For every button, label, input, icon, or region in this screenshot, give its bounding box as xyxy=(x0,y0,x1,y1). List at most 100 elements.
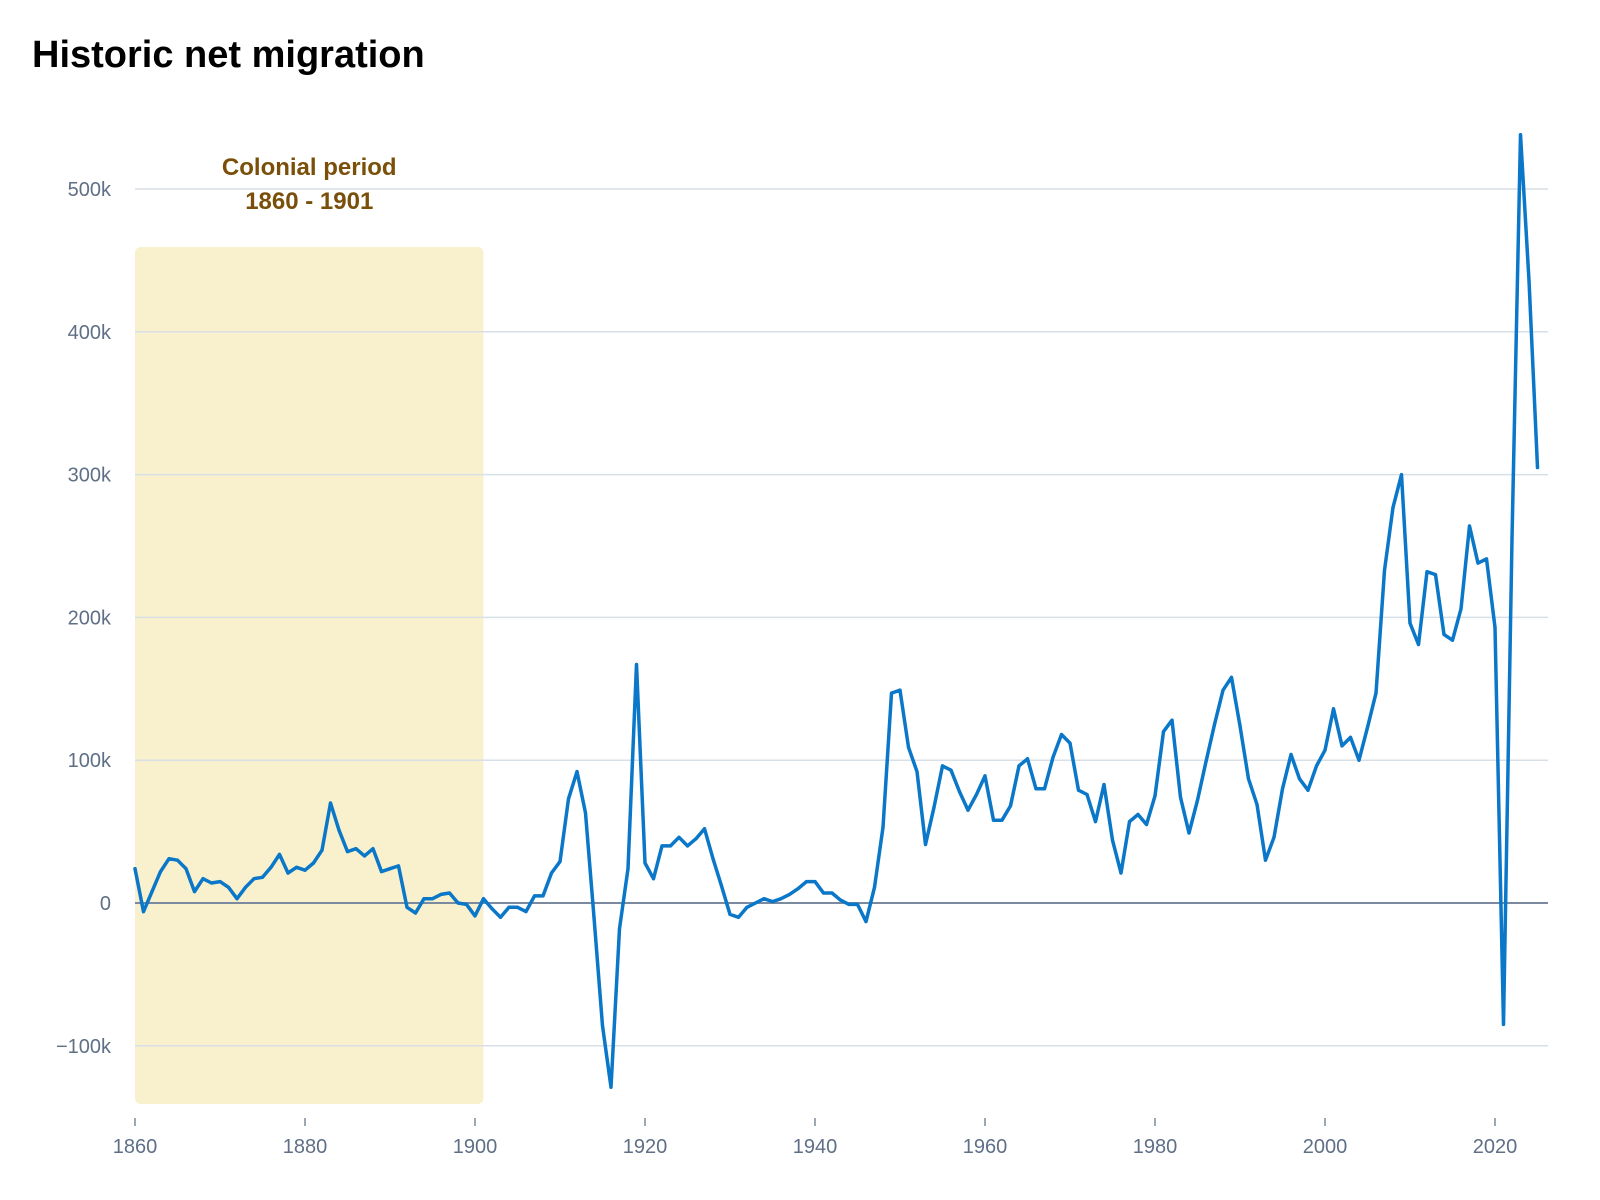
data-point xyxy=(745,905,749,909)
data-point xyxy=(643,861,647,865)
x-tick-label: 1920 xyxy=(623,1136,668,1158)
data-point xyxy=(464,902,469,907)
data-point xyxy=(626,867,630,871)
data-point xyxy=(320,848,324,852)
data-point xyxy=(1110,838,1115,842)
data-point xyxy=(1144,822,1149,827)
data-point xyxy=(1518,133,1523,137)
data-point xyxy=(1365,725,1370,729)
data-point xyxy=(1348,735,1353,739)
data-point xyxy=(1051,755,1055,759)
x-tick-label: 1900 xyxy=(453,1136,498,1158)
data-point xyxy=(184,867,188,871)
data-point xyxy=(1340,744,1344,748)
data-point xyxy=(1331,707,1336,711)
data-point xyxy=(940,764,945,768)
data-point xyxy=(872,885,877,889)
y-tick-label: 0 xyxy=(100,893,111,915)
data-point xyxy=(1068,741,1072,745)
data-point xyxy=(1425,570,1429,574)
data-point xyxy=(974,792,979,797)
data-point xyxy=(651,877,656,881)
data-point xyxy=(915,770,919,774)
data-point xyxy=(906,745,911,749)
y-tick-label: 400k xyxy=(68,322,112,344)
annotation-label: 1860 - 1901 xyxy=(245,188,373,215)
data-point xyxy=(855,902,860,907)
data-point xyxy=(677,835,681,839)
data-point xyxy=(1170,718,1174,722)
data-point xyxy=(804,879,809,884)
data-point xyxy=(609,1085,613,1089)
data-point xyxy=(243,885,248,889)
y-tick-label: 300k xyxy=(68,465,112,487)
data-point xyxy=(481,897,486,901)
x-tick-label: 1980 xyxy=(1133,1136,1178,1158)
data-point xyxy=(991,818,996,822)
data-point xyxy=(1221,688,1225,692)
data-point xyxy=(830,891,834,895)
data-point xyxy=(473,914,477,918)
data-point xyxy=(354,847,358,851)
data-point xyxy=(1034,787,1038,791)
data-point xyxy=(634,662,639,667)
y-tick-label: −100k xyxy=(56,1036,112,1058)
data-point xyxy=(881,825,885,829)
data-point xyxy=(566,797,571,801)
data-point xyxy=(362,854,367,858)
data-point xyxy=(192,889,197,894)
data-point xyxy=(668,844,673,848)
data-point xyxy=(898,688,902,692)
colonial-period-annotation: Colonial period 1860 - 1901 xyxy=(222,154,397,215)
data-point xyxy=(1510,537,1514,541)
data-point xyxy=(660,844,664,848)
data-point xyxy=(201,877,205,881)
data-point xyxy=(847,902,851,907)
data-point xyxy=(1119,871,1123,875)
data-point xyxy=(889,691,894,695)
data-point xyxy=(923,842,928,847)
data-point xyxy=(1187,831,1191,835)
data-point xyxy=(1476,561,1480,565)
data-point xyxy=(1204,760,1208,764)
x-tick-label: 1880 xyxy=(283,1136,328,1158)
data-point xyxy=(141,909,146,914)
data-point xyxy=(1442,632,1446,637)
data-point xyxy=(1161,730,1166,734)
data-point xyxy=(1314,764,1319,768)
data-point xyxy=(966,808,970,812)
data-point xyxy=(515,905,520,909)
data-point xyxy=(1535,465,1540,470)
data-point xyxy=(821,891,826,895)
data-point xyxy=(1323,748,1327,752)
data-point xyxy=(719,884,724,888)
data-point xyxy=(1212,722,1217,727)
data-point xyxy=(753,901,758,905)
data-point xyxy=(379,869,384,874)
data-point xyxy=(787,892,792,897)
data-point xyxy=(311,861,316,865)
data-point xyxy=(439,892,443,897)
data-point xyxy=(711,857,715,861)
data-point xyxy=(541,894,545,898)
data-point xyxy=(1527,278,1531,282)
data-point xyxy=(1263,858,1268,862)
data-point xyxy=(1025,757,1030,761)
data-point xyxy=(796,887,800,891)
data-point xyxy=(1008,804,1013,808)
data-point xyxy=(1246,777,1251,781)
data-point xyxy=(1059,732,1064,737)
data-point xyxy=(575,770,579,774)
data-point xyxy=(1357,758,1361,762)
data-point xyxy=(592,915,596,919)
data-point xyxy=(779,897,783,901)
data-point xyxy=(396,864,401,868)
data-point xyxy=(736,915,741,919)
data-point xyxy=(1374,691,1378,695)
data-point xyxy=(328,801,333,805)
data-point xyxy=(600,1024,605,1028)
data-point xyxy=(1127,820,1132,824)
data-point xyxy=(864,919,868,924)
data-point xyxy=(558,859,562,864)
